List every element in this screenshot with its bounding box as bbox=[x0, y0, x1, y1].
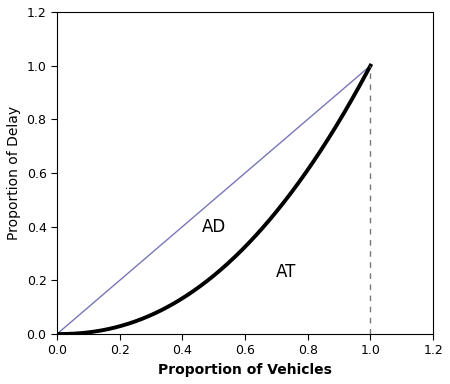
Text: AT: AT bbox=[275, 263, 296, 281]
X-axis label: Proportion of Vehicles: Proportion of Vehicles bbox=[158, 363, 332, 377]
Y-axis label: Proportion of Delay: Proportion of Delay bbox=[7, 106, 21, 240]
Text: AD: AD bbox=[202, 218, 226, 236]
